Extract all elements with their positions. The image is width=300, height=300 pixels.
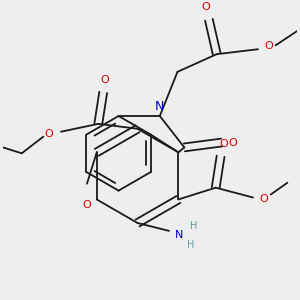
Text: O: O (260, 194, 268, 205)
Text: H: H (187, 240, 194, 250)
Text: O: O (219, 140, 228, 149)
Text: O: O (228, 137, 237, 148)
Text: N: N (175, 230, 183, 240)
Text: O: O (101, 75, 110, 85)
Text: H: H (190, 221, 197, 231)
Text: O: O (45, 129, 54, 139)
Text: O: O (82, 200, 91, 210)
Text: O: O (264, 41, 273, 51)
Text: N: N (155, 100, 164, 113)
Text: O: O (202, 2, 210, 12)
